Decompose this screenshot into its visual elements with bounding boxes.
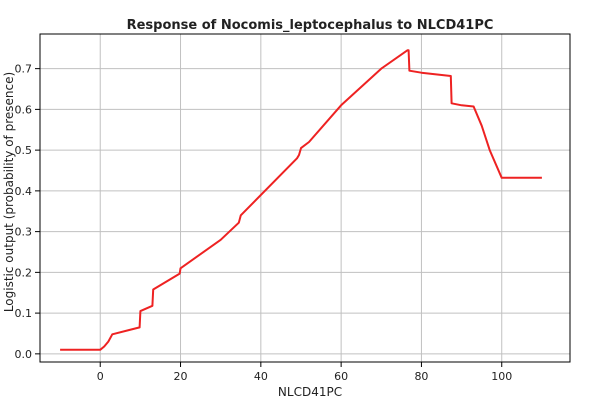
x-axis: 0 20 40 60 80 100 bbox=[97, 362, 512, 383]
y-axis-label: Logistic output (probability of presence… bbox=[2, 72, 16, 312]
y-tick-label: 0.7 bbox=[15, 63, 33, 76]
plot-area-frame bbox=[39, 33, 571, 363]
x-tick-label: 100 bbox=[491, 370, 512, 383]
x-tick-label: 0 bbox=[97, 370, 104, 383]
x-tick-label: 40 bbox=[254, 370, 268, 383]
y-tick-label: 0.4 bbox=[15, 185, 33, 198]
y-tick-label: 0.1 bbox=[15, 307, 33, 320]
y-tick-label: 0.3 bbox=[15, 226, 33, 239]
grid bbox=[40, 34, 570, 362]
y-axis: 0.0 0.1 0.2 0.3 0.4 0.5 0.6 0.7 bbox=[15, 63, 40, 361]
y-tick-label: 0.5 bbox=[15, 144, 33, 157]
series-line bbox=[60, 49, 542, 351]
y-tick-label: 0.6 bbox=[15, 103, 33, 116]
x-axis-label: NLCD41PC bbox=[278, 385, 342, 399]
x-tick-label: 20 bbox=[174, 370, 188, 383]
chart-title: Response of Nocomis_leptocephalus to NLC… bbox=[127, 18, 494, 33]
x-tick-label: 60 bbox=[334, 370, 348, 383]
y-tick-label: 0.2 bbox=[15, 266, 33, 279]
x-tick-label: 80 bbox=[414, 370, 428, 383]
y-tick-label: 0.0 bbox=[15, 348, 33, 361]
